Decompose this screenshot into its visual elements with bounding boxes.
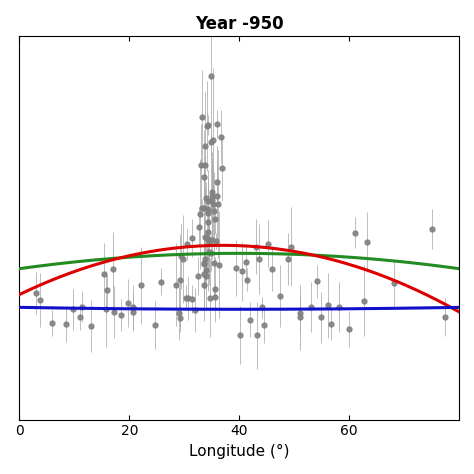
Title: Year -950: Year -950: [195, 15, 283, 33]
X-axis label: Longitude (°): Longitude (°): [189, 444, 290, 459]
